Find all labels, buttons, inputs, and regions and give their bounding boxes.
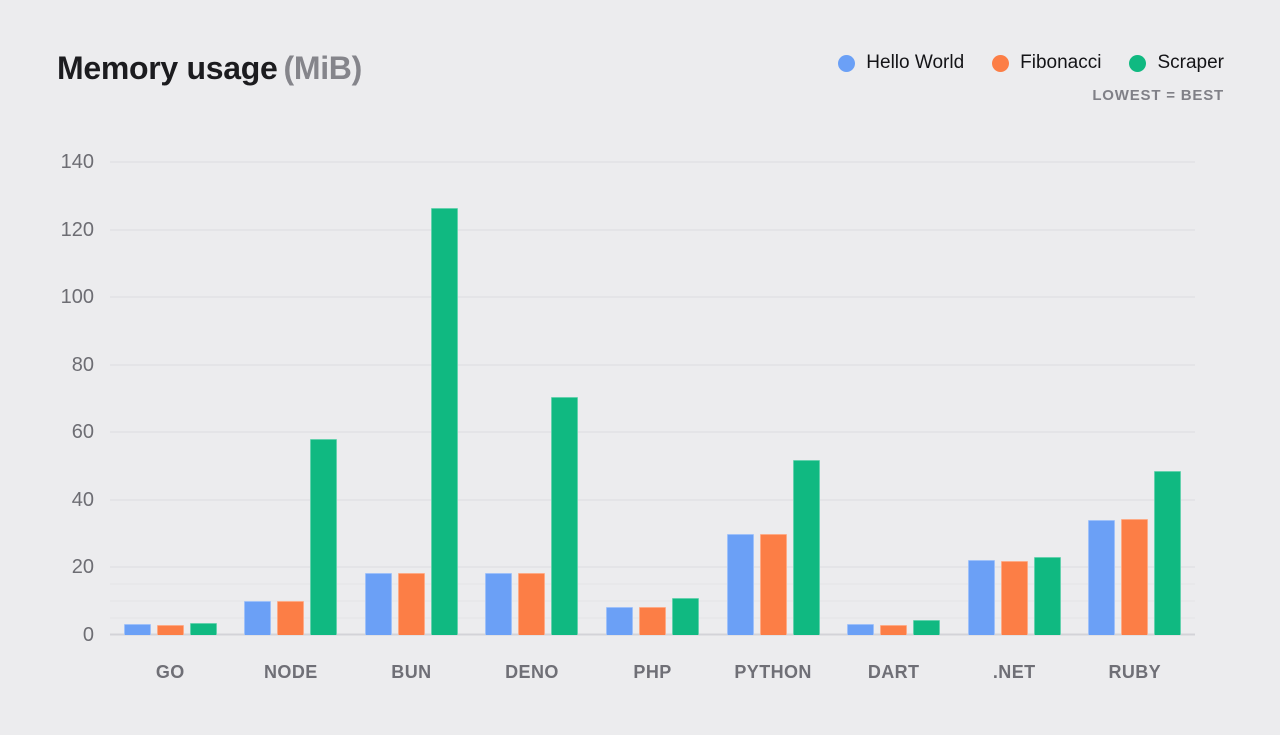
bar-scraper-php	[672, 598, 700, 635]
x-category-label-ruby: RUBY	[1108, 662, 1162, 682]
y-tick-label-20: 20	[71, 556, 94, 579]
bar-fibonacci-dart	[880, 624, 908, 635]
legend-label-fibonacci: Fibonacci	[1020, 52, 1102, 73]
legend-label-scraper: Scraper	[1157, 52, 1224, 73]
legend-dot-scraper-icon	[1129, 54, 1147, 72]
gridline-20	[110, 566, 1195, 568]
bar-fibonacci-node	[277, 600, 305, 635]
bar-hello-world-dart	[847, 624, 875, 635]
bar-hello-world-node	[244, 600, 272, 635]
bar-group-go: GO	[110, 162, 231, 682]
bar-scraper-net	[1033, 557, 1061, 635]
gridline-120	[110, 229, 1195, 231]
plot-area: 0 20 40 60 80 100 120 140 GO NODE BUN DENO PHP PYTHON…	[61, 152, 1196, 682]
bar-fibonacci-bun	[397, 573, 425, 635]
x-category-label-node: NODE	[264, 662, 318, 682]
bar-fibonacci-python	[759, 534, 787, 635]
bar-scraper-bun	[430, 208, 458, 635]
x-category-label-bun: BUN	[391, 662, 432, 682]
bar-hello-world-php	[606, 607, 634, 635]
x-category-label-go: GO	[155, 662, 185, 682]
bar-fibonacci-ruby	[1121, 519, 1149, 635]
chart-title: Memory usage (MiB)	[57, 50, 362, 87]
bar-hello-world-ruby	[1088, 520, 1116, 635]
legend-label-hello-world: Hello World	[866, 52, 965, 73]
bar-fibonacci-deno	[518, 573, 546, 635]
gridline-140	[110, 161, 1195, 163]
bar-fibonacci-go	[156, 625, 184, 635]
bar-groups: GO NODE BUN DENO PHP PYTHON DART .NET RUBY	[110, 162, 1196, 682]
gridline-80	[110, 364, 1195, 366]
minor-gridline-10	[110, 600, 1195, 602]
bar-group-dart: DART	[833, 162, 954, 682]
minor-gridline-15	[110, 583, 1195, 585]
y-tick-label-100: 100	[60, 286, 94, 309]
bar-group-deno: DENO	[472, 162, 593, 682]
y-tick-label-0: 0	[82, 624, 94, 646]
x-category-label-deno: DENO	[505, 662, 559, 682]
y-tick-label-40: 40	[71, 488, 94, 511]
x-category-label-php: PHP	[633, 662, 672, 682]
bar-scraper-node	[310, 439, 338, 635]
x-category-label-net: .NET	[992, 662, 1036, 682]
bar-scraper-deno	[551, 396, 579, 635]
bar-group-php: PHP	[592, 162, 713, 682]
gridline-60	[110, 431, 1195, 433]
x-category-label-dart: DART	[867, 662, 920, 682]
legend-item-hello-world: Hello World	[838, 52, 964, 74]
bar-scraper-dart	[913, 620, 941, 635]
legend-area: Hello World Fibonacci Scraper LOWEST = BES…	[838, 52, 1224, 104]
bar-group-python: PYTHON	[713, 162, 834, 682]
legend-item-fibonacci: Fibonacci	[992, 52, 1101, 74]
bar-scraper-ruby	[1154, 471, 1182, 635]
chart-title-text: Memory usage	[57, 50, 278, 86]
y-tick-label-60: 60	[71, 421, 94, 444]
bar-hello-world-python	[726, 533, 754, 635]
y-tick-label-80: 80	[71, 353, 94, 376]
legend-dot-hello-world-icon	[838, 54, 856, 72]
chart-title-unit: (MiB)	[283, 50, 362, 86]
y-tick-label-120: 120	[60, 218, 94, 241]
bar-hello-world-go	[123, 624, 151, 635]
legend-dot-fibonacci-icon	[992, 54, 1010, 72]
bar-scraper-go	[189, 623, 217, 635]
legend-item-scraper: Scraper	[1129, 52, 1224, 74]
y-tick-label-140: 140	[60, 151, 94, 173]
bar-fibonacci-net	[1000, 560, 1028, 635]
bar-group-net: .NET	[954, 162, 1075, 682]
x-category-label-python: PYTHON	[734, 662, 812, 682]
bar-hello-world-bun	[364, 573, 392, 635]
legend: Hello World Fibonacci Scraper	[838, 52, 1224, 74]
lowest-best-note: LOWEST = BEST	[1092, 87, 1224, 104]
gridline-40	[110, 499, 1195, 501]
gridline-100	[110, 296, 1195, 298]
bar-group-ruby: RUBY	[1075, 162, 1196, 682]
bar-group-bun: BUN	[351, 162, 472, 682]
bar-fibonacci-php	[639, 607, 667, 635]
bar-hello-world-net	[967, 559, 995, 635]
bar-group-node: NODE	[231, 162, 352, 682]
bar-scraper-python	[792, 460, 820, 635]
bar-hello-world-deno	[485, 573, 513, 635]
